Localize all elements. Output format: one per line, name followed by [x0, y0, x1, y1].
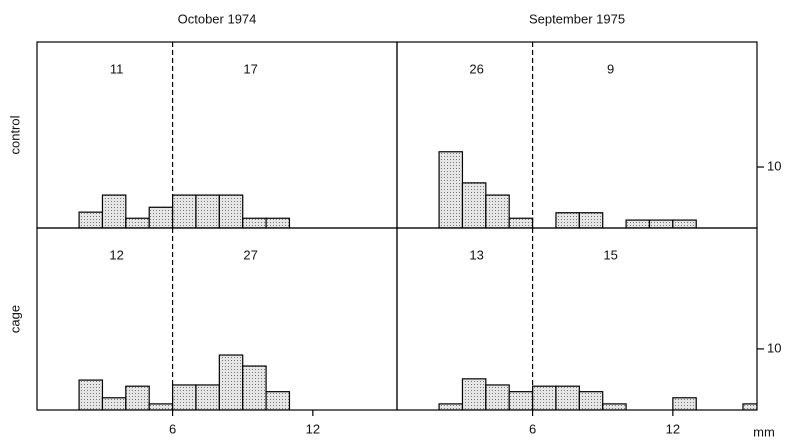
bar [78, 211, 104, 228]
bar [578, 391, 604, 410]
bar [218, 194, 244, 228]
count-label: 26 [469, 61, 483, 76]
bar [508, 391, 534, 410]
bar [438, 151, 464, 228]
count-label: 13 [469, 247, 483, 262]
x-tick-label: 12 [306, 421, 320, 436]
bar [125, 385, 150, 410]
bar [218, 354, 244, 410]
bar [602, 403, 627, 410]
bar [171, 194, 197, 228]
y-tick-label: 10 [767, 340, 781, 355]
bar [242, 217, 267, 228]
bar [672, 397, 697, 410]
bar [101, 194, 127, 228]
bar [242, 365, 267, 410]
count-label: 12 [109, 247, 123, 262]
count-label: 11 [110, 61, 124, 76]
bar [148, 206, 174, 228]
bar [171, 384, 197, 410]
bar [508, 217, 534, 228]
count-label: 9 [607, 61, 614, 76]
row-label: control [7, 115, 22, 154]
bar [555, 212, 580, 228]
panel-frame [396, 227, 758, 411]
bars [78, 194, 291, 228]
x-tick-label: 6 [169, 421, 176, 436]
bar [195, 384, 220, 410]
column-title: October 1974 [178, 11, 257, 26]
count-label: 17 [243, 61, 257, 76]
bar [265, 217, 291, 228]
bar [101, 397, 127, 410]
bar [438, 403, 464, 410]
x-tick-label: 6 [529, 421, 536, 436]
bar [555, 385, 580, 410]
bar [672, 219, 697, 228]
y-tick-label: 10 [767, 158, 781, 173]
bar [195, 194, 220, 228]
bars [438, 151, 697, 228]
bar [485, 384, 510, 410]
bar [148, 403, 174, 410]
bar [578, 212, 604, 228]
bar [125, 217, 150, 228]
bar [78, 379, 104, 410]
x-tick-label: 12 [666, 421, 680, 436]
x-unit: mm [753, 424, 775, 439]
bar [531, 385, 557, 410]
column-title: September 1975 [529, 11, 625, 26]
bar [625, 219, 651, 228]
count-label: 27 [243, 247, 257, 262]
count-label: 15 [603, 247, 617, 262]
bars [438, 378, 757, 410]
bar [742, 403, 757, 410]
bar [461, 182, 487, 228]
row-label: cage [7, 305, 22, 333]
bar [648, 219, 674, 228]
bar [461, 378, 487, 410]
bar [265, 391, 291, 410]
bar [485, 194, 510, 228]
bars [78, 354, 291, 410]
